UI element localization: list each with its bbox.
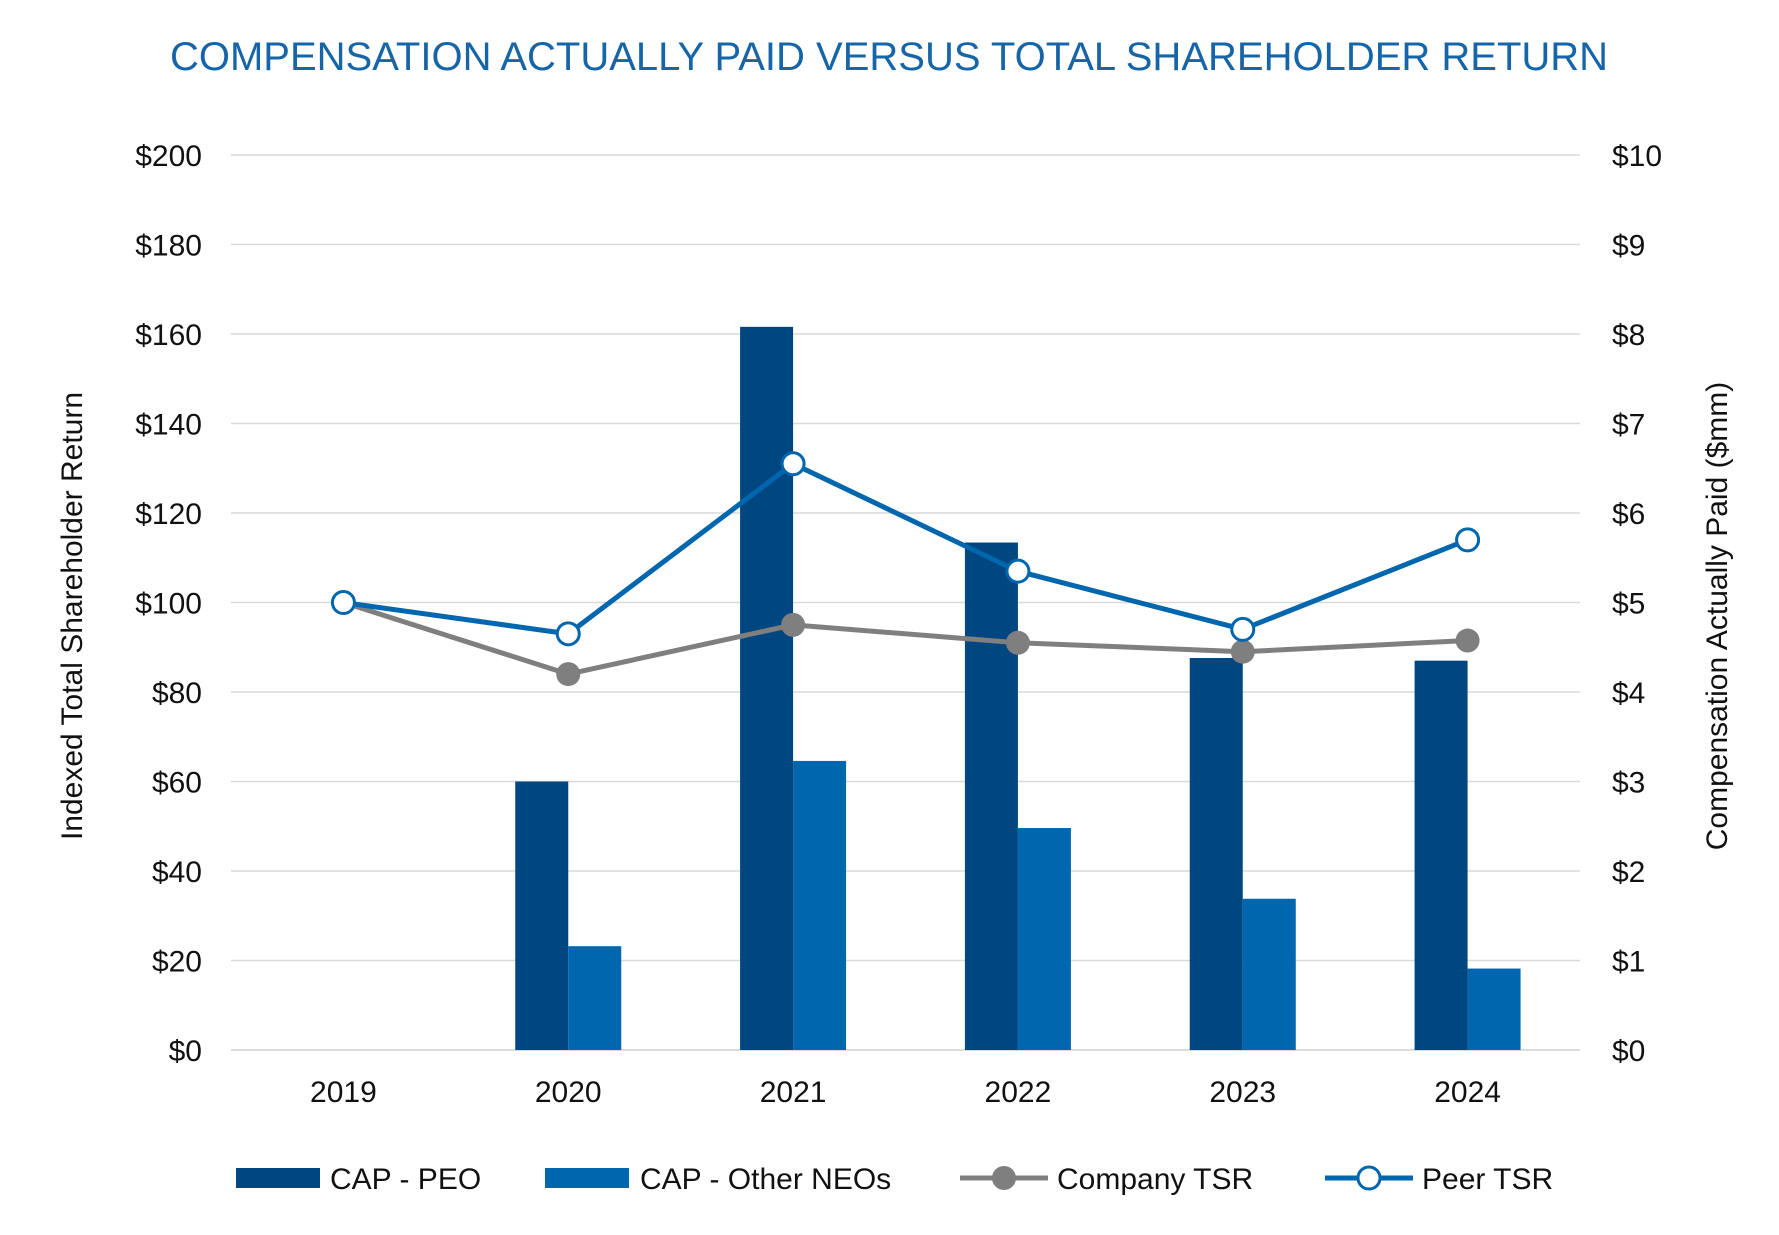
right-tick-label: $4 [1612,677,1645,710]
left-tick-label: $140 [135,409,202,442]
right-tick-label: $8 [1612,319,1645,352]
bar-cap-peo [964,542,1018,1050]
legend-company-tsr-swatch-marker [992,1166,1016,1190]
bar-cap-peo [515,781,569,1050]
x-tick-label: 2023 [1209,1076,1276,1109]
legend-cap-peo-swatch [236,1168,320,1188]
x-tick-label: 2024 [1434,1076,1501,1109]
right-axis-title: Compensation Actually Paid ($mm) [1701,382,1734,851]
legend-peer-tsr-label: Peer TSR [1422,1163,1553,1196]
marker-company-tsr [1455,628,1480,653]
bar-cap-other-neos [568,946,622,1050]
left-tick-label: $160 [135,319,202,352]
right-tick-label: $0 [1612,1035,1645,1068]
line-peer-tsr [343,461,1469,637]
marker-company-tsr [556,662,581,687]
bar-cap-other-neos [1467,968,1521,1050]
x-tick-label: 2020 [535,1076,602,1109]
lines [330,451,1481,687]
legend-company-tsr-label: Company TSR [1057,1163,1253,1196]
bar-cap-other-neos [1242,898,1296,1050]
legend-cap-other-neos-swatch [545,1168,629,1188]
left-tick-label: $80 [152,677,202,710]
right-tick-label: $3 [1612,767,1645,800]
line-company-tsr [342,600,1468,677]
bar-cap-peo [740,326,794,1051]
x-tick-label: 2021 [760,1076,827,1109]
marker-company-tsr [1230,639,1255,664]
marker-peer-tsr [1005,558,1031,584]
marker-peer-tsr [780,451,806,477]
x-tick-label: 2019 [310,1076,377,1109]
left-axis-ticks: $0 $20 $40 $60 $80 $100 $120 $140 $160 $180 $200 [135,140,202,1068]
x-tick-label: 2022 [985,1076,1052,1109]
x-axis-ticks: 2019 2020 2021 2022 2023 2024 [310,1076,1501,1109]
left-tick-label: $20 [152,946,202,979]
left-tick-label: $180 [135,230,202,263]
right-axis-ticks: $0 $1 $2 $3 $4 $5 $6 $7 $8 $9 $10 [1612,140,1662,1068]
right-tick-label: $10 [1612,140,1662,173]
legend-cap-peo-label: CAP - PEO [330,1163,481,1196]
right-tick-label: $5 [1612,588,1645,621]
bar-cap-other-neos [793,760,847,1050]
right-tick-label: $1 [1612,946,1645,979]
legend-cap-other-neos-label: CAP - Other NEOs [640,1163,891,1196]
grid-lines [231,154,1580,1051]
marker-peer-tsr [555,621,581,647]
chart-title: COMPENSATION ACTUALLY PAID VERSUS TOTAL … [170,35,1608,79]
legend: CAP - PEO CAP - Other NEOs Company TSR Peer… [236,1163,1553,1196]
right-tick-label: $9 [1612,230,1645,263]
marker-peer-tsr [1455,527,1481,553]
bars [515,326,1521,1051]
marker-peer-tsr [1230,616,1256,642]
left-tick-label: $120 [135,498,202,531]
right-tick-label: $7 [1612,409,1645,442]
bar-cap-other-neos [1017,828,1071,1050]
left-tick-label: $100 [135,588,202,621]
bar-cap-peo [1189,657,1243,1050]
right-tick-label: $6 [1612,498,1645,531]
marker-company-tsr [1005,630,1030,655]
left-tick-label: $0 [169,1035,202,1068]
left-tick-label: $40 [152,856,202,889]
marker-company-tsr [781,612,806,637]
legend-peer-tsr-swatch-marker [1356,1165,1382,1191]
right-tick-label: $2 [1612,856,1645,889]
left-tick-label: $60 [152,767,202,800]
marker-peer-tsr [330,590,356,615]
bar-cap-peo [1414,660,1468,1050]
left-axis-title: Indexed Total Shareholder Return [56,392,89,840]
left-tick-label: $200 [135,140,202,173]
